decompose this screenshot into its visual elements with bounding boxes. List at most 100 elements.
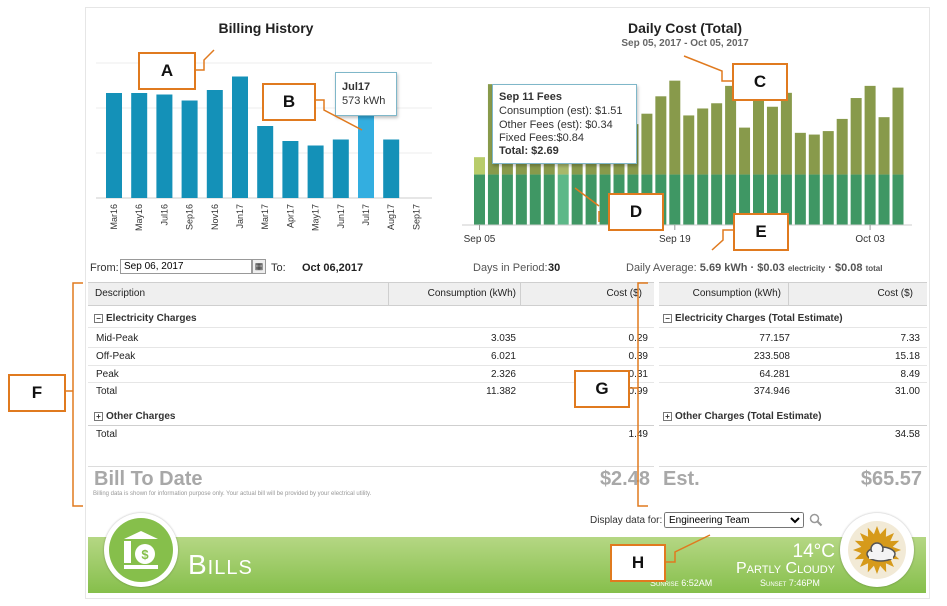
billing-bar[interactable] (156, 94, 173, 199)
billing-bar[interactable] (307, 145, 324, 199)
daily-bar-fees[interactable] (892, 87, 904, 175)
daily-average-total: · $0.08 (828, 262, 863, 274)
temperature: 14°C (792, 541, 835, 562)
est-row-kwh: 64.281 (759, 369, 790, 380)
daily-bar-fees[interactable] (836, 118, 848, 175)
daily-bar-fees[interactable] (683, 115, 695, 175)
daily-bar-consumption[interactable] (780, 174, 792, 225)
electricity-estimate-section[interactable]: − Electricity Charges (Total Estimate) (663, 313, 843, 324)
col-cost[interactable]: Cost ($) (606, 288, 642, 299)
col-consumption-est[interactable]: Consumption (kWh) (692, 288, 781, 299)
footer-title: Bills (188, 549, 253, 580)
daily-bar-consumption[interactable] (557, 174, 569, 225)
callout-h: H (610, 544, 666, 582)
billing-bar[interactable] (232, 76, 248, 199)
bill-to-date-label: Bill To Date (94, 468, 203, 490)
daily-bar-consumption[interactable] (669, 174, 681, 225)
daily-bar-fees[interactable] (850, 98, 862, 175)
daily-bar-consumption[interactable] (836, 174, 848, 225)
billing-bar[interactable] (282, 141, 299, 198)
daily-bar-fees[interactable] (864, 85, 876, 175)
daily-bar-fees[interactable] (669, 80, 681, 175)
other-estimate-section[interactable]: + Other Charges (Total Estimate) (663, 411, 822, 422)
daily-bar-consumption[interactable] (571, 174, 583, 225)
display-for-select[interactable]: Engineering Team (664, 512, 804, 528)
daily-bar-fees[interactable] (655, 96, 667, 175)
col-cost-est[interactable]: Cost ($) (877, 288, 913, 299)
other-charges-section[interactable]: + Other Charges (94, 411, 175, 422)
daily-bar-consumption[interactable] (474, 174, 485, 225)
electricity-charges-section[interactable]: − Electricity Charges (94, 313, 197, 324)
from-date-input[interactable] (120, 259, 252, 274)
expand-icon[interactable]: + (94, 411, 103, 421)
daily-bar-consumption[interactable] (808, 174, 820, 225)
daily-bar-fees[interactable] (753, 99, 764, 175)
billing-tooltip-title: Jul17 (342, 81, 371, 93)
sunset: Sunset 7:46PM (760, 578, 820, 588)
daily-bar-consumption[interactable] (543, 174, 555, 225)
search-icon[interactable] (809, 513, 823, 527)
daily-bar-consumption[interactable] (515, 174, 527, 225)
daily-bar-fees[interactable] (739, 127, 751, 175)
billing-bar[interactable] (106, 93, 122, 198)
billing-tick-label: May17 (311, 204, 321, 231)
daily-bar-consumption[interactable] (766, 174, 778, 225)
daily-tooltip-line1: Consumption (est): $1.51 (499, 105, 623, 117)
daily-bar-consumption[interactable] (529, 174, 541, 225)
billing-bar[interactable] (206, 90, 223, 198)
billing-bar[interactable] (131, 93, 148, 198)
daily-average-elec: · $0.03 (750, 262, 785, 274)
daily-bar-consumption[interactable] (892, 174, 904, 225)
daily-bar-consumption[interactable] (725, 174, 737, 225)
daily-bar-fees[interactable] (474, 157, 485, 175)
calendar-icon[interactable]: ▦ (252, 259, 266, 274)
daily-bar-fees[interactable] (808, 134, 820, 175)
row-kwh: 3.035 (490, 333, 516, 344)
collapse-icon[interactable]: − (663, 313, 672, 323)
daily-bar-fees[interactable] (878, 117, 890, 175)
billing-bar[interactable] (358, 112, 374, 198)
daily-bar-consumption[interactable] (850, 174, 862, 225)
days-label: Days in Period: (473, 262, 548, 274)
col-description[interactable]: Description (95, 288, 146, 299)
billing-bar[interactable] (383, 139, 400, 199)
daily-bar-fees[interactable] (711, 103, 723, 175)
daily-bar-consumption[interactable] (739, 174, 751, 225)
est-row-cost: 31.00 (894, 386, 920, 397)
daily-bar-consumption[interactable] (753, 174, 764, 225)
callout-e: E (733, 213, 789, 251)
collapse-icon[interactable]: − (94, 313, 103, 323)
daily-bar-fees[interactable] (794, 132, 806, 175)
daily-bar-consumption[interactable] (711, 174, 723, 225)
daily-bar-fees[interactable] (780, 92, 792, 175)
daily-bar-consumption[interactable] (501, 174, 513, 225)
daily-bar-fees[interactable] (822, 131, 834, 175)
daily-bar-fees[interactable] (697, 108, 709, 175)
daily-bar-fees[interactable] (725, 85, 737, 175)
daily-bar-consumption[interactable] (822, 174, 834, 225)
daily-bar-consumption[interactable] (864, 174, 876, 225)
billing-bar[interactable] (257, 126, 274, 198)
daily-cost-subtitle: Sep 05, 2017 - Oct 05, 2017 (621, 38, 749, 49)
footer-bar (88, 537, 926, 593)
daily-bar-fees[interactable] (766, 106, 778, 175)
billing-bar[interactable] (181, 100, 198, 199)
daily-bar-consumption[interactable] (487, 174, 499, 225)
expand-icon[interactable]: + (663, 411, 672, 421)
col-consumption[interactable]: Consumption (kWh) (427, 288, 516, 299)
daily-bar-consumption[interactable] (599, 174, 611, 225)
daily-bar-consumption[interactable] (697, 174, 709, 225)
daily-average: Daily Average: 5.69 kWh · $0.03 electric… (626, 262, 882, 274)
daily-bar-consumption[interactable] (683, 174, 695, 225)
billing-bar[interactable] (332, 139, 349, 199)
callout-d: D (608, 193, 664, 231)
daily-bar-fees[interactable] (641, 113, 653, 175)
billing-tooltip: Jul17 573 kWh (335, 72, 397, 116)
billing-tick-label: Aug17 (386, 204, 396, 230)
callout-a: A (138, 52, 196, 90)
row-kwh: 11.382 (486, 386, 516, 397)
daily-bar-consumption[interactable] (878, 174, 890, 225)
est-row-kwh: 233.508 (753, 351, 790, 362)
daily-bar-consumption[interactable] (794, 174, 806, 225)
daily-average-elec-unit: electricity (787, 264, 826, 273)
